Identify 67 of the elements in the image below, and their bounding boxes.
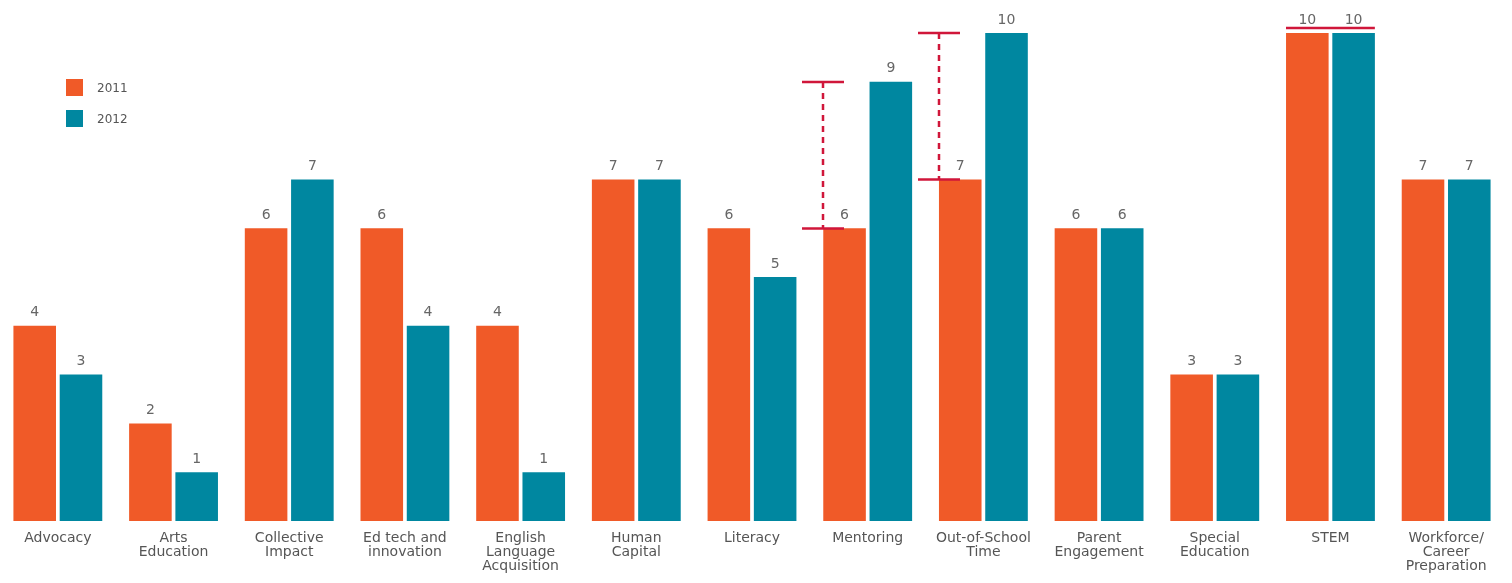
bar (707, 228, 751, 521)
data-label: 10 (997, 10, 1016, 27)
bar (291, 179, 334, 521)
x-tick-label: Advocacy (24, 528, 92, 545)
bar (1448, 179, 1491, 521)
data-label: 5 (770, 254, 780, 271)
bar (1170, 374, 1213, 521)
x-tick-label: Special Education (1179, 528, 1250, 559)
data-label: 4 (30, 303, 40, 320)
data-label: 7 (608, 157, 618, 174)
data-label: 6 (377, 205, 387, 222)
bar (753, 277, 797, 521)
data-label: 9 (886, 59, 896, 76)
bar (1216, 374, 1260, 521)
x-tick-label: Literacy (723, 528, 781, 545)
data-label: 10 (1298, 10, 1317, 27)
bar (360, 228, 404, 521)
bar (1054, 228, 1098, 521)
data-label: 1 (539, 449, 549, 466)
x-tick-label: Arts Education (138, 528, 209, 559)
data-label: 4 (423, 303, 433, 320)
bar (638, 179, 681, 521)
bar (522, 472, 566, 521)
bar (244, 228, 288, 521)
data-label: 7 (654, 157, 664, 174)
data-label: 6 (1117, 205, 1127, 222)
bar (869, 81, 913, 521)
x-tick-label: Parent Engagement (1054, 528, 1145, 559)
data-label: 3 (1187, 352, 1197, 369)
x-tick-label: English Language Acquisition (482, 528, 559, 573)
data-label: 2 (145, 401, 155, 418)
x-tick-label: Human Capital (611, 528, 662, 559)
data-label: 10 (1344, 10, 1363, 27)
data-label: 1 (192, 449, 202, 466)
bar (406, 325, 450, 521)
bar (1286, 33, 1329, 521)
bar (129, 423, 172, 521)
legend-label: 2012 (97, 111, 128, 126)
data-label: 3 (76, 352, 86, 369)
bar (59, 374, 103, 521)
bar (938, 179, 982, 521)
x-tick-label: Out-of-School Time (935, 528, 1031, 559)
bar (1100, 228, 1144, 521)
bar (591, 179, 635, 521)
x-tick-label: Workforce/ Career Preparation (1405, 528, 1487, 573)
data-label: 6 (724, 205, 734, 222)
bar (175, 472, 218, 521)
legend-label: 2011 (97, 80, 128, 95)
data-label: 3 (1233, 352, 1243, 369)
bar (823, 228, 866, 521)
x-tick-label: STEM (1311, 528, 1350, 545)
bar (13, 325, 56, 521)
data-label: 6 (1071, 205, 1081, 222)
data-label: 7 (955, 157, 965, 174)
bar (1332, 33, 1375, 521)
x-tick-label: Collective Impact (254, 528, 324, 559)
x-tick-label: Ed tech and innovation (363, 528, 447, 559)
data-label: 6 (840, 205, 850, 222)
data-label: 7 (1464, 157, 1474, 174)
bar (476, 325, 519, 521)
bar (1401, 179, 1445, 521)
data-label: 4 (493, 303, 503, 320)
data-label: 6 (261, 205, 271, 222)
x-tick-label: Mentoring (832, 528, 904, 545)
data-label: 7 (1418, 157, 1428, 174)
data-label: 7 (307, 157, 317, 174)
bar (985, 33, 1028, 521)
